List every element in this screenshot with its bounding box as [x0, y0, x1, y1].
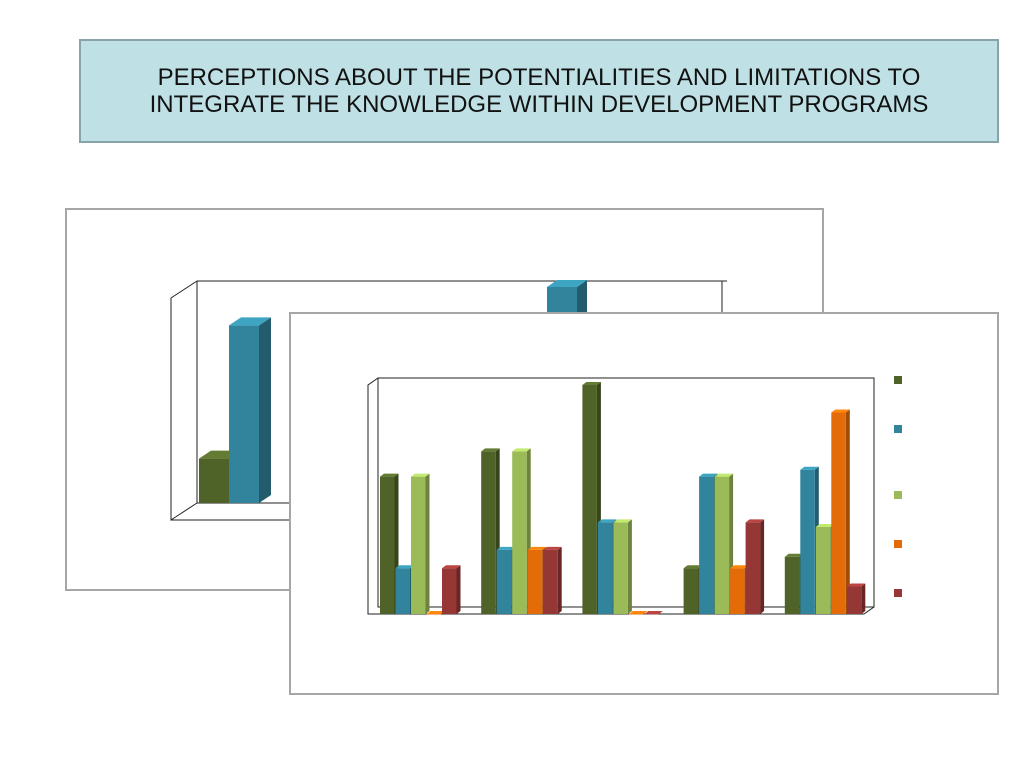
chart2-bar-4-cat-4-front: [730, 568, 745, 614]
chart2-bar-1-cat-4-front: [683, 568, 699, 614]
chart2-bar-5-cat-1-side: [456, 565, 461, 614]
chart1-side-wall: [170, 280, 198, 521]
chart2-legend-swatch-4: [894, 540, 902, 548]
chart2-bar-4-cat-5-front: [831, 412, 846, 614]
chart2-front-frame: [367, 377, 875, 615]
chart2-bar-1-cat-1-front: [380, 476, 395, 614]
chart2-bar-3-cat-4-top: [714, 473, 734, 477]
chart2-bar-4-cat-1-top: [426, 611, 445, 614]
chart2-bar-5-cat-5-top: [846, 583, 866, 587]
chart2-bar-1-cat-3-top: [582, 382, 601, 385]
chart2-bar-5-cat-2-front: [543, 549, 558, 614]
chart2-bar-2-cat-3-top: [597, 519, 617, 523]
chart1-bar-series-2-front: [229, 325, 259, 503]
chart2-legend-swatch-5: [894, 589, 902, 597]
chart2-bar-5-cat-1-top: [442, 565, 461, 569]
chart2-bar-2-cat-3-front: [597, 522, 613, 614]
chart2-bar-3-cat-1-side: [425, 473, 430, 614]
chart2-bar-5-cat-1: [442, 565, 461, 614]
chart2-bar-3-cat-3-front: [613, 522, 628, 614]
chart2-bar-3-cat-5-top: [815, 523, 835, 527]
slide-title-line-1: PERCEPTIONS ABOUT THE POTENTIALITIES AND…: [157, 64, 921, 91]
chart2-bar-1-cat-3-front: [582, 385, 597, 614]
chart2-bar-4-cat-5: [831, 409, 850, 614]
chart2-bar-5-cat-3-front: [644, 614, 659, 615]
chart2-bar-1-cat-2-top: [481, 448, 500, 452]
chart2-bar-1-cat-4-top: [683, 565, 703, 569]
chart1-bar-series-2-top: [229, 317, 271, 326]
chart1-bar-series-1-front: [199, 458, 229, 503]
chart2-bar-4-cat-1: [426, 611, 445, 615]
chart2-bar-3-cat-1-front: [411, 476, 426, 614]
chart2-bar-4-cat-5-side: [845, 409, 850, 614]
slide-title-box: PERCEPTIONS ABOUT THE POTENTIALITIES AND…: [79, 39, 999, 143]
chart2-bar-5-cat-4-side: [760, 519, 765, 614]
chart2-legend-swatch-1: [894, 376, 902, 384]
slide-title-line-2: INTEGRATE THE KNOWLEDGE WITHIN DEVELOPME…: [149, 91, 929, 118]
chart2-bar-4-cat-4-top: [730, 565, 749, 569]
chart2-bar-5-cat-2-side: [557, 546, 562, 614]
chart2-bar-3-cat-4-front: [714, 476, 730, 614]
chart-integration-limitations: [289, 312, 999, 695]
chart2-bar-4-cat-2-top: [527, 546, 547, 550]
chart2-bar-5-cat-3: [644, 611, 663, 615]
chart2-bar-3-cat-1: [411, 473, 430, 614]
chart2-bar-5-cat-5-front: [846, 586, 862, 614]
chart2-bar-1-cat-5-front: [784, 556, 800, 614]
chart2-bar-2-cat-5-front: [800, 469, 815, 614]
chart2-bar-5-cat-1-front: [442, 568, 457, 614]
chart2-bar-2-cat-4-top: [699, 473, 718, 477]
chart2-bar-4-cat-3-front: [628, 614, 644, 615]
chart-integration-limitations-svg: [367, 376, 902, 615]
chart2-bar-4-cat-5-top: [831, 409, 850, 413]
chart2-bar-3-cat-5-front: [815, 526, 831, 614]
chart1-bar-series-2-side: [259, 317, 271, 503]
chart2-bar-5-cat-2: [543, 546, 562, 614]
chart2-bar-5-cat-5-side: [861, 583, 866, 614]
chart2-bar-5-cat-4-front: [745, 522, 761, 614]
chart2-bar-2-cat-5-top: [800, 466, 819, 470]
chart2-bar-1-cat-5-top: [784, 553, 804, 557]
chart2-bar-2-cat-4-front: [699, 476, 714, 614]
chart2-bar-5-cat-4: [745, 519, 765, 614]
chart1-bar-partially-hidden-top: [547, 280, 587, 287]
chart2-bar-3-cat-2-front: [512, 451, 527, 614]
chart2-legend-swatch-3: [894, 491, 902, 499]
chart2-legend-swatch-2: [894, 425, 902, 433]
chart2-bar-4-cat-2-front: [527, 549, 543, 614]
chart2-bar-4-cat-3: [628, 611, 648, 615]
chart2-bar-2-cat-2-front: [496, 549, 512, 614]
chart2-bar-3-cat-3: [613, 519, 632, 614]
chart2-bar-5-cat-3-top: [644, 611, 663, 614]
chart2-bar-3-cat-2-top: [512, 448, 531, 452]
chart2-bar-5-cat-2-top: [543, 546, 562, 550]
chart2-bar-2-cat-1-front: [395, 568, 410, 614]
chart2-bar-3-cat-1-top: [411, 473, 430, 477]
chart2-bar-2-cat-1-top: [395, 565, 414, 569]
chart2-bar-4-cat-3-top: [628, 611, 648, 614]
chart2-bar-5-cat-4-top: [745, 519, 765, 523]
chart2-bar-1-cat-1-top: [380, 473, 399, 477]
chart2-bar-4-cat-1-front: [426, 614, 441, 615]
chart2-bar-1-cat-2-front: [481, 451, 496, 614]
chart1-bar-series-2: [229, 317, 271, 503]
chart2-bar-5-cat-5: [846, 583, 866, 614]
chart2-bar-3-cat-3-top: [613, 519, 632, 523]
chart2-bar-3-cat-3-side: [627, 519, 632, 614]
chart2-bar-2-cat-2-top: [496, 546, 516, 550]
